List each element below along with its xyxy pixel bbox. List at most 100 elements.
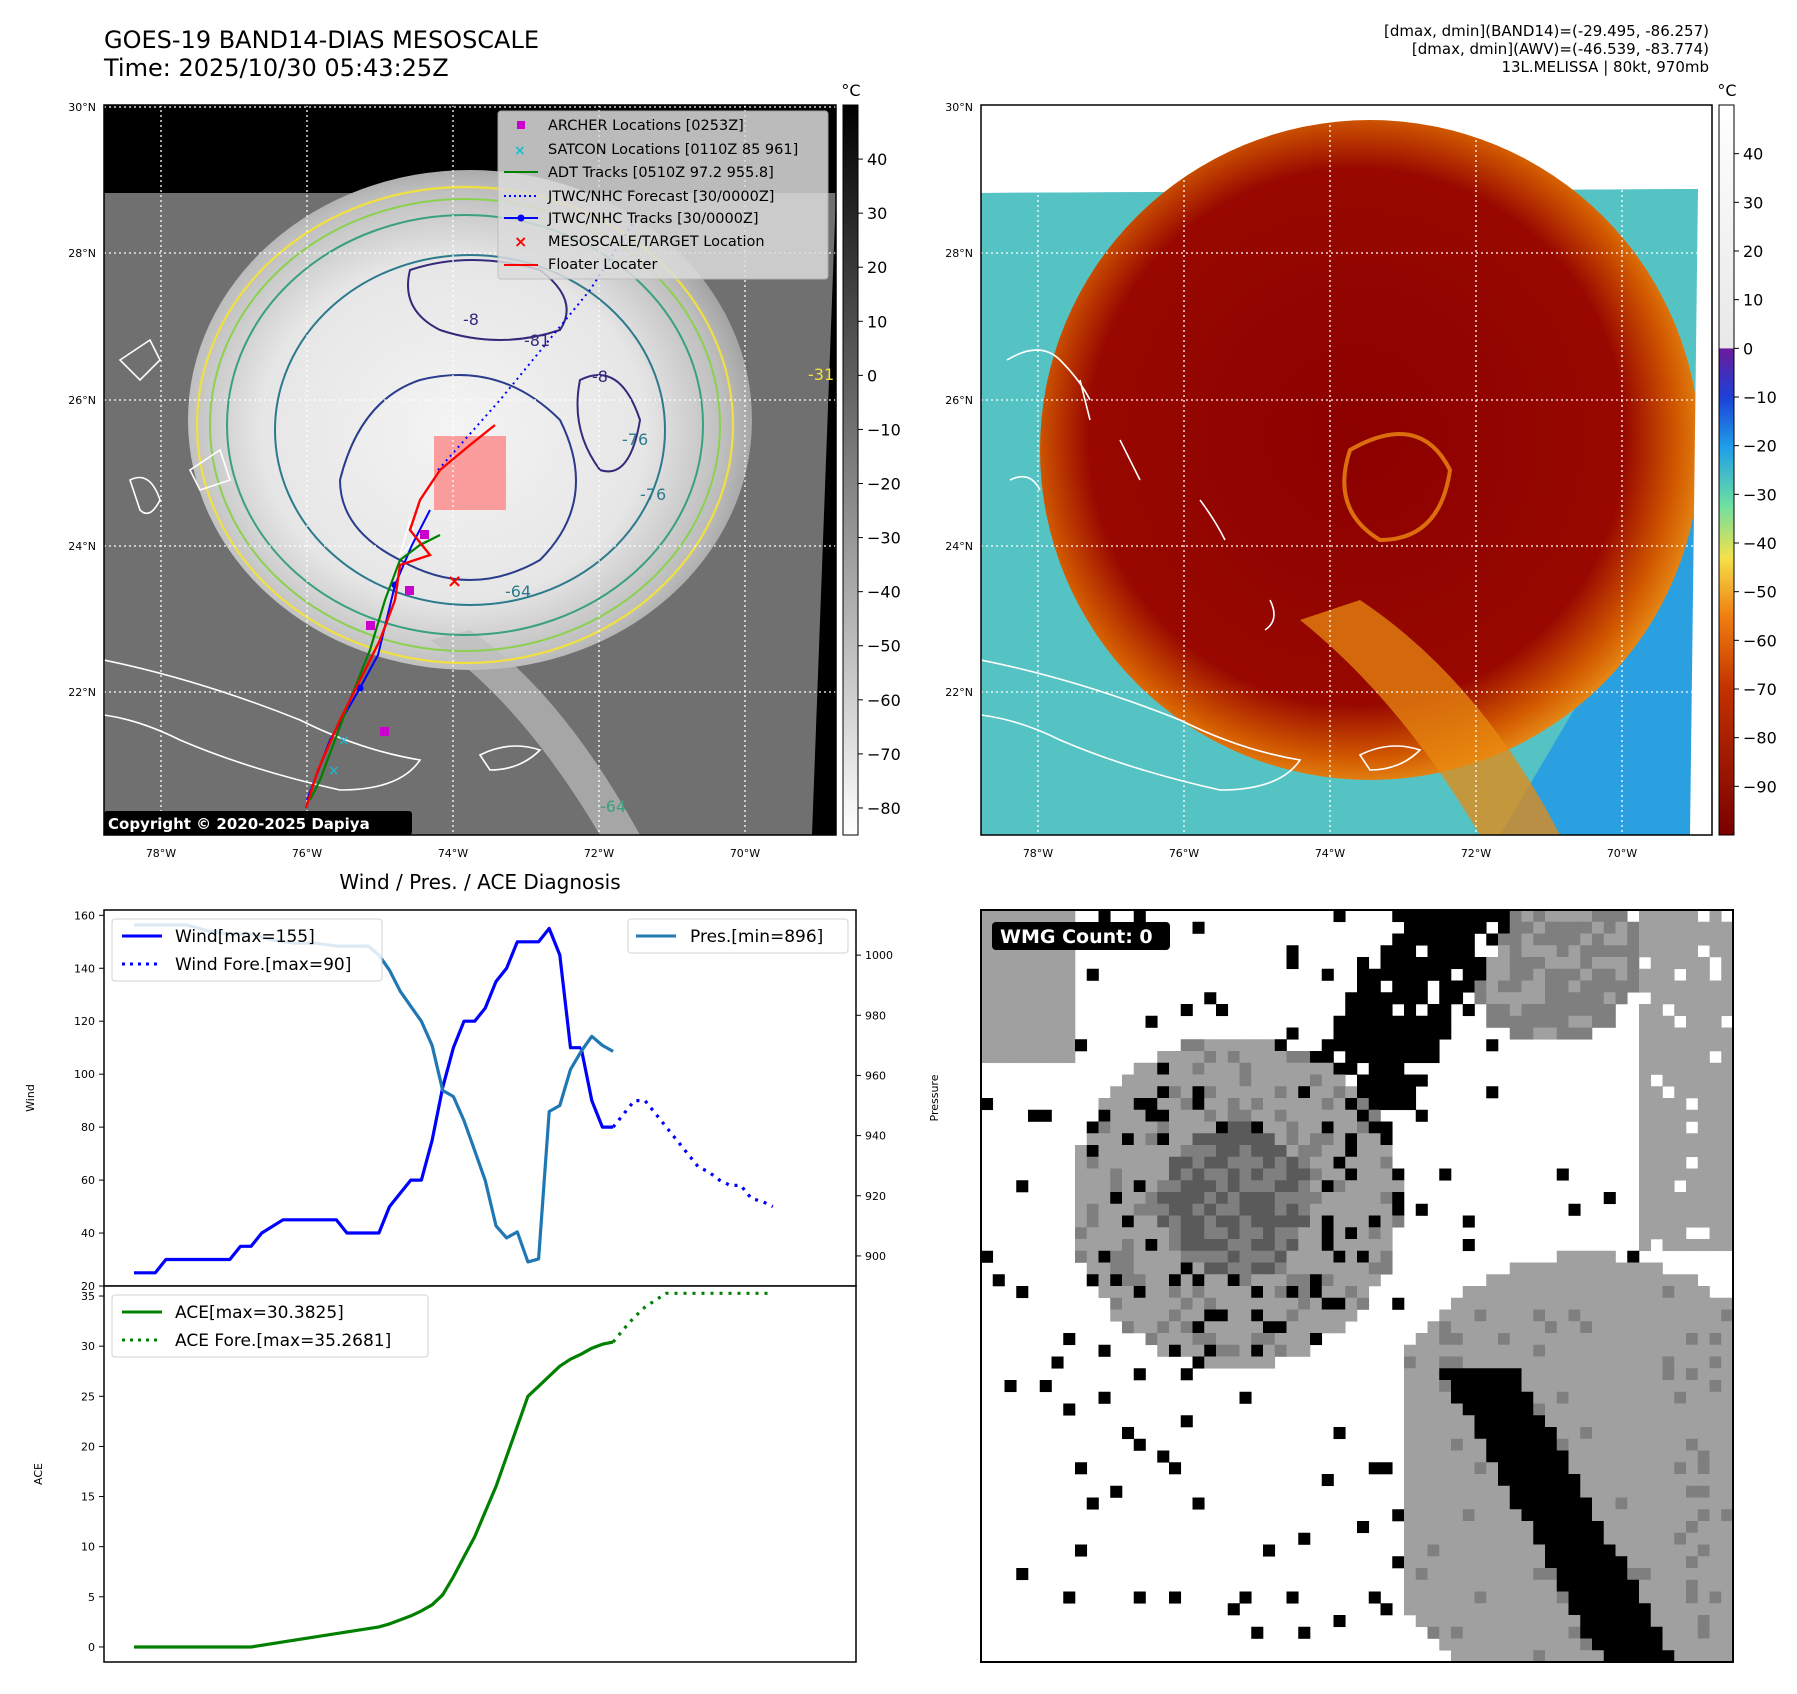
wmg-cell xyxy=(1368,1027,1381,1040)
wmg-cell xyxy=(1368,1039,1381,1052)
wmg-cell xyxy=(1063,1591,1076,1604)
wmg-cell xyxy=(1639,1591,1652,1604)
wmg-cell xyxy=(1204,1309,1217,1322)
wmg-cell xyxy=(1392,1556,1405,1569)
wmg-cell xyxy=(1110,1250,1123,1263)
wmg-cell xyxy=(1357,1227,1370,1240)
wmg-cell xyxy=(1216,1121,1229,1134)
wmg-cell xyxy=(1380,1180,1393,1193)
wmg-cell xyxy=(1380,1462,1393,1475)
wmg-cell xyxy=(1709,1344,1722,1357)
wmg-cell xyxy=(1016,968,1029,981)
wmg-cell xyxy=(1251,1262,1264,1275)
wmg-cell xyxy=(1227,1333,1240,1346)
wmg-cell xyxy=(1686,1403,1699,1416)
contour-indigo-north xyxy=(407,259,568,341)
wmg-cell xyxy=(1568,1203,1581,1216)
wmg-cell xyxy=(1180,1074,1193,1087)
wmg-cell xyxy=(1415,1556,1428,1569)
wmg-cell xyxy=(1192,1203,1205,1216)
wmg-cell xyxy=(1368,1262,1381,1275)
wmg-cell xyxy=(1568,1027,1581,1040)
wmg-cell xyxy=(1533,1415,1546,1428)
wmg-cell xyxy=(1204,1121,1217,1134)
wmg-cell xyxy=(1368,1051,1381,1064)
wmg-cell xyxy=(1357,992,1370,1005)
wmg-cell xyxy=(1368,1168,1381,1181)
wmg-cell xyxy=(1263,1121,1276,1134)
wmg-cell xyxy=(1169,1321,1182,1334)
wmg-cell xyxy=(1674,945,1687,958)
wmg-cell xyxy=(1227,1227,1240,1240)
wmg-cell xyxy=(1263,1344,1276,1357)
wmg-cell xyxy=(1227,1121,1240,1134)
wmg-cell xyxy=(1662,1403,1675,1416)
wmg-cell xyxy=(1615,910,1628,923)
wmg-cell xyxy=(1498,1568,1511,1581)
wmg-cell xyxy=(1169,1262,1182,1275)
wmg-cell xyxy=(1592,1004,1605,1017)
wmg-cell xyxy=(1627,1556,1640,1569)
wmg-cell xyxy=(1615,921,1628,934)
wmg-cell xyxy=(992,980,1005,993)
wmg-cell xyxy=(1674,957,1687,970)
wmg-cell xyxy=(1521,1027,1534,1040)
wmg-cell xyxy=(1521,1380,1534,1393)
wmg-cell xyxy=(1686,1591,1699,1604)
wmg-cell xyxy=(1404,1485,1417,1498)
wmg-cell xyxy=(1709,1509,1722,1522)
wmg-cell xyxy=(1486,1321,1499,1334)
wmg-cell xyxy=(1709,1626,1722,1639)
wmg-cell xyxy=(1427,1497,1440,1510)
wmg-cell xyxy=(1274,1215,1287,1228)
wmg-cell xyxy=(1556,1485,1569,1498)
wmg-cell xyxy=(1310,1109,1323,1122)
wmg-cell xyxy=(1192,921,1205,934)
wmg-cell xyxy=(1615,1297,1628,1310)
wmg-cell xyxy=(1568,1415,1581,1428)
wmg-cell xyxy=(1486,1333,1499,1346)
wmg-cell xyxy=(1122,1156,1135,1169)
wmg-cell xyxy=(1274,1333,1287,1346)
wmg-cell xyxy=(1556,1450,1569,1463)
wmg-cell xyxy=(1462,968,1475,981)
wmg-cell xyxy=(1333,1309,1346,1322)
wmg-cell xyxy=(1697,1062,1710,1075)
wmg-cell xyxy=(1133,1074,1146,1087)
wmg-cell xyxy=(1580,1556,1593,1569)
wmg-cell xyxy=(1556,1556,1569,1569)
wmg-cell xyxy=(1674,1239,1687,1252)
wmg-cell xyxy=(1580,1544,1593,1557)
wmg-cell xyxy=(1662,1497,1675,1510)
wmg-cell xyxy=(1580,1497,1593,1510)
wmg-cell xyxy=(1368,1074,1381,1087)
wmg-cell xyxy=(1216,1145,1229,1158)
wmg-cell xyxy=(1650,1591,1663,1604)
wmg-cell xyxy=(1204,1239,1217,1252)
wmg-cell xyxy=(1592,910,1605,923)
wmg-cell xyxy=(1427,1344,1440,1357)
wmg-cell xyxy=(1404,1403,1417,1416)
legend-satcon: SATCON Locations [0110Z 85 961] xyxy=(548,142,798,158)
wmg-cell xyxy=(1662,1544,1675,1557)
wmg-cell xyxy=(1415,1438,1428,1451)
wmg-cell xyxy=(1568,957,1581,970)
wmg-cell xyxy=(1592,1403,1605,1416)
wmg-cell xyxy=(1650,1509,1663,1522)
wmg-cell xyxy=(1263,1192,1276,1205)
wmg-cell xyxy=(1545,1427,1558,1440)
wmg-cell xyxy=(1709,1438,1722,1451)
wmg-cell xyxy=(1674,1556,1687,1569)
wmg-cell xyxy=(1451,1403,1464,1416)
wmg-cell xyxy=(1556,910,1569,923)
wmg-cell xyxy=(1439,921,1452,934)
wmg-cell xyxy=(1169,1203,1182,1216)
wmg-cell xyxy=(1274,1250,1287,1263)
wmg-cell xyxy=(1439,945,1452,958)
wmg-cell xyxy=(1509,1262,1522,1275)
wmg-cell xyxy=(1580,1474,1593,1487)
wmg-cell xyxy=(1110,1239,1123,1252)
wmg-cell xyxy=(1122,1215,1135,1228)
wmg-cell xyxy=(1321,1262,1334,1275)
wmg-cell xyxy=(992,1004,1005,1017)
